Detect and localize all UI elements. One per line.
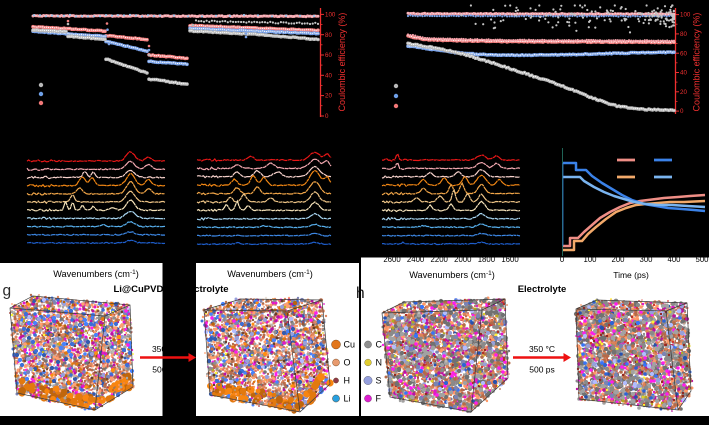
svg-text:300: 300 [639,255,653,264]
svg-text:F: F [376,394,382,404]
svg-text:2400: 2400 [407,255,425,264]
svg-text:80: 80 [680,31,687,38]
svg-text:1600: 1600 [501,255,519,264]
svg-text:0: 0 [325,113,329,120]
svg-text:0: 0 [560,255,565,264]
svg-text:100: 100 [680,12,691,19]
svg-text:350 °C: 350 °C [152,344,178,354]
svg-text:500 ps: 500 ps [529,365,555,375]
svg-text:2000: 2000 [454,255,472,264]
svg-text:100: 100 [325,12,336,19]
svg-text:Wavenumbers (cm-1): Wavenumbers (cm-1) [409,270,495,280]
svg-text:Coulombic efficiency (%): Coulombic efficiency (%) [337,13,347,112]
svg-text:500: 500 [695,255,709,264]
svg-text:C: C [376,340,383,350]
svg-text:2200: 2200 [431,255,449,264]
svg-text:60: 60 [325,52,332,59]
svg-text:H: H [344,376,351,386]
svg-text:500 ps: 500 ps [152,365,178,375]
svg-text:Time (ps): Time (ps) [613,270,649,280]
svg-text:80: 80 [325,32,332,39]
svg-text:Cu: Cu [344,340,356,350]
svg-text:N: N [376,358,383,368]
svg-text:1800: 1800 [478,255,496,264]
svg-text:20: 20 [325,93,332,100]
svg-text:100: 100 [583,255,597,264]
svg-text:400: 400 [667,255,681,264]
svg-text:Li@CuPVDF + Electrolyte: Li@CuPVDF + Electrolyte [113,284,228,295]
svg-text:Wavenumbers (cm-1): Wavenumbers (cm-1) [227,269,313,279]
svg-text:2600: 2600 [383,255,401,264]
svg-text:S: S [376,376,382,386]
svg-text:Li: Li [344,394,351,404]
svg-text:Wavenumbers (cm-1): Wavenumbers (cm-1) [53,269,139,279]
svg-text:40: 40 [325,72,332,79]
svg-text:20: 20 [680,89,687,96]
svg-text:Electrolyte: Electrolyte [518,284,567,295]
svg-text:Coulombic efficiency (%): Coulombic efficiency (%) [692,13,702,112]
svg-text:O: O [344,358,351,368]
svg-text:g: g [3,283,12,300]
svg-text:350 °C: 350 °C [529,344,555,354]
svg-text:200: 200 [611,255,625,264]
svg-text:40: 40 [680,70,687,77]
svg-text:0: 0 [680,108,684,115]
svg-text:60: 60 [680,50,687,57]
